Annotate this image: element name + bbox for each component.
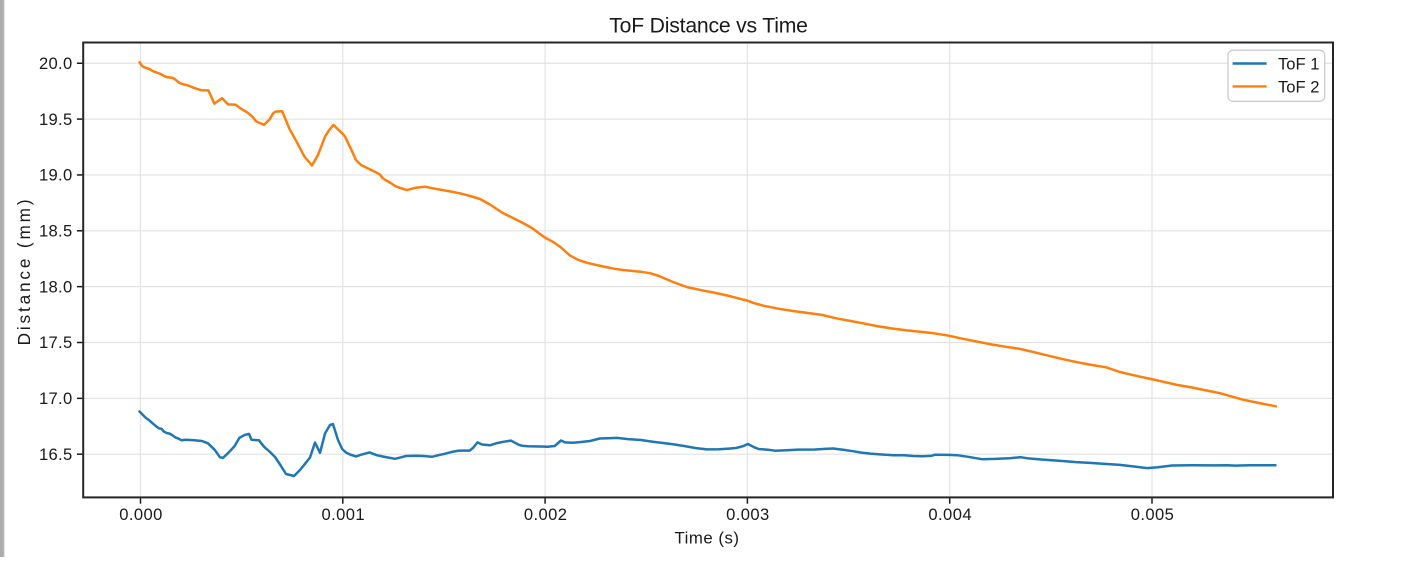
svg-text:ToF 2: ToF 2	[1278, 77, 1320, 96]
svg-text:20.0: 20.0	[39, 54, 73, 73]
svg-text:0.005: 0.005	[1131, 505, 1175, 524]
svg-text:Distance (mm): Distance (mm)	[14, 197, 34, 346]
svg-text:18.5: 18.5	[39, 222, 73, 241]
svg-text:0.003: 0.003	[726, 505, 770, 524]
svg-text:ToF 1: ToF 1	[1278, 55, 1320, 74]
svg-text:0.001: 0.001	[322, 505, 366, 524]
svg-text:0.000: 0.000	[119, 505, 163, 524]
svg-text:0.004: 0.004	[928, 505, 972, 524]
svg-text:0.002: 0.002	[524, 505, 568, 524]
svg-text:ToF Distance vs Time: ToF Distance vs Time	[609, 15, 808, 38]
svg-text:19.0: 19.0	[39, 166, 73, 185]
svg-text:19.5: 19.5	[39, 110, 73, 129]
svg-text:16.5: 16.5	[39, 445, 73, 464]
svg-text:17.5: 17.5	[39, 333, 73, 352]
svg-text:Time (s): Time (s)	[675, 529, 740, 548]
svg-text:17.0: 17.0	[39, 389, 73, 408]
svg-text:18.0: 18.0	[39, 277, 73, 296]
